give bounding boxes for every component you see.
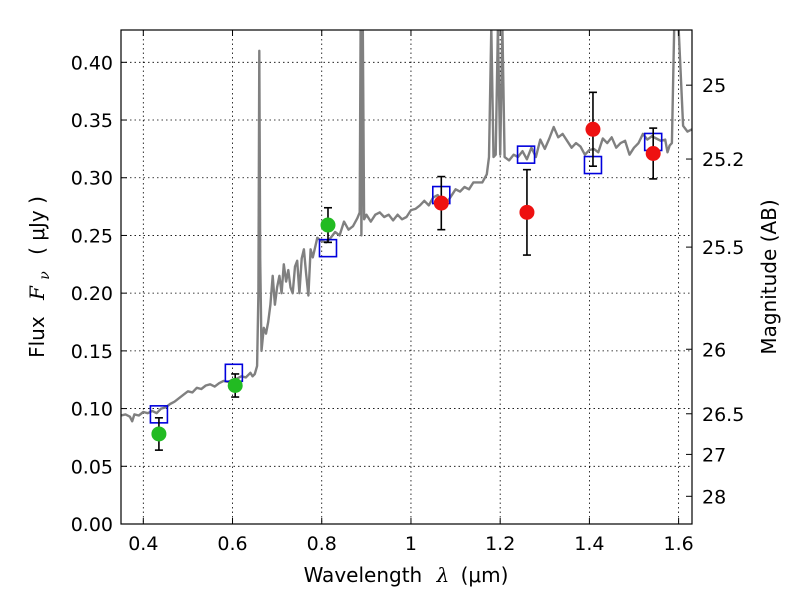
y-tick-label: 0.30 — [71, 168, 113, 190]
x-tick-label: 0.8 — [307, 533, 337, 555]
x-axis-label-unit: (μm) — [461, 563, 509, 587]
x-axis-label-text: Wavelength — [304, 563, 423, 587]
x-tick-label: 0.4 — [128, 533, 158, 555]
x-tick-label: 1.4 — [574, 533, 604, 555]
nearir-point — [645, 146, 661, 161]
plot-background — [121, 30, 692, 524]
y-axis-label: Flux F ν ( μJy ) — [25, 196, 54, 358]
nearir-point — [433, 195, 449, 211]
y-axis-label-text: Flux — [25, 316, 49, 358]
y2-tick-label: 28 — [702, 486, 726, 508]
optical-point — [151, 426, 167, 442]
y-tick-label: 0.05 — [71, 456, 113, 478]
x-tick-label: 1.2 — [485, 533, 515, 555]
x-axis-label-symbol: λ — [436, 563, 450, 587]
y-tick-label: 0.35 — [71, 110, 113, 132]
y-tick-label: 0.40 — [71, 52, 113, 74]
y2-tick-label: 27 — [702, 444, 726, 466]
x-tick-label: 1 — [405, 533, 417, 555]
y2-tick-label: 25 — [702, 75, 726, 97]
model-photometry-square — [516, 145, 536, 164]
x-tick-label: 1.6 — [664, 533, 694, 555]
y-axis-label-unit: ( μJy ) — [25, 196, 49, 255]
y-tick-label: 0.00 — [71, 514, 113, 536]
y2-tick-label: 26.5 — [702, 404, 744, 426]
y2-axis-label: Magnitude (AB) — [757, 199, 781, 354]
y-tick-label: 0.25 — [71, 225, 113, 247]
x-axis-label: Wavelength λ (μm) — [304, 563, 509, 587]
y-axis-label-subscript: ν — [37, 271, 53, 280]
plot-frame — [120, 29, 693, 525]
optical-point — [320, 217, 336, 233]
optical-point — [227, 377, 243, 393]
y-tick-label: 0.15 — [71, 341, 113, 363]
y2-tick-label: 26 — [702, 339, 726, 361]
points-layer — [149, 91, 663, 451]
y2-tick-label: 25.5 — [702, 237, 744, 259]
axis-ticks — [121, 30, 692, 525]
nearir-point — [585, 121, 601, 137]
y-tick-label: 0.20 — [71, 283, 113, 305]
y2-tick-label: 25.2 — [702, 149, 744, 171]
y-tick-label: 0.10 — [71, 399, 113, 421]
y-axis-label-symbol: F — [25, 285, 49, 301]
x-tick-label: 0.6 — [217, 533, 247, 555]
nearir-point — [519, 204, 535, 220]
